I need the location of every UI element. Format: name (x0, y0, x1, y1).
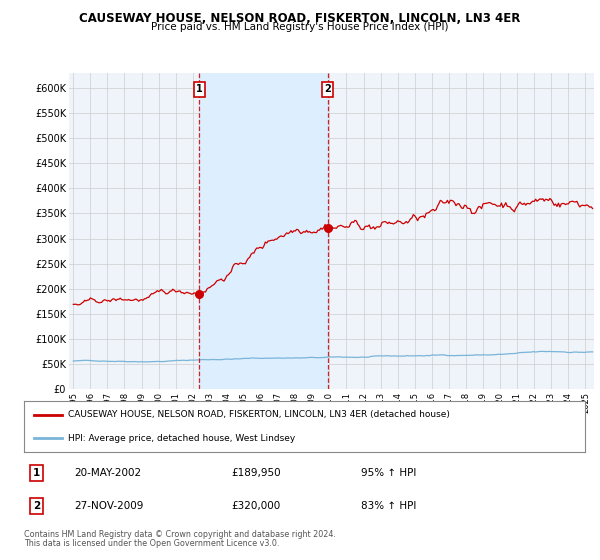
Text: HPI: Average price, detached house, West Lindsey: HPI: Average price, detached house, West… (68, 433, 295, 442)
Text: 95% ↑ HPI: 95% ↑ HPI (361, 468, 416, 478)
Text: 2: 2 (324, 85, 331, 95)
Text: CAUSEWAY HOUSE, NELSON ROAD, FISKERTON, LINCOLN, LN3 4ER: CAUSEWAY HOUSE, NELSON ROAD, FISKERTON, … (79, 12, 521, 25)
Text: 20-MAY-2002: 20-MAY-2002 (74, 468, 142, 478)
Text: This data is licensed under the Open Government Licence v3.0.: This data is licensed under the Open Gov… (24, 539, 280, 548)
Text: 2: 2 (33, 501, 40, 511)
Text: 1: 1 (196, 85, 203, 95)
Text: 27-NOV-2009: 27-NOV-2009 (74, 501, 144, 511)
Bar (199, 73, 328, 389)
Text: CAUSEWAY HOUSE, NELSON ROAD, FISKERTON, LINCOLN, LN3 4ER (detached house): CAUSEWAY HOUSE, NELSON ROAD, FISKERTON, … (68, 410, 449, 419)
Text: Contains HM Land Registry data © Crown copyright and database right 2024.: Contains HM Land Registry data © Crown c… (24, 530, 336, 539)
Text: 1: 1 (33, 468, 40, 478)
Text: Price paid vs. HM Land Registry's House Price Index (HPI): Price paid vs. HM Land Registry's House … (151, 22, 449, 32)
Text: 83% ↑ HPI: 83% ↑ HPI (361, 501, 416, 511)
Text: £189,950: £189,950 (232, 468, 281, 478)
Text: £320,000: £320,000 (232, 501, 281, 511)
